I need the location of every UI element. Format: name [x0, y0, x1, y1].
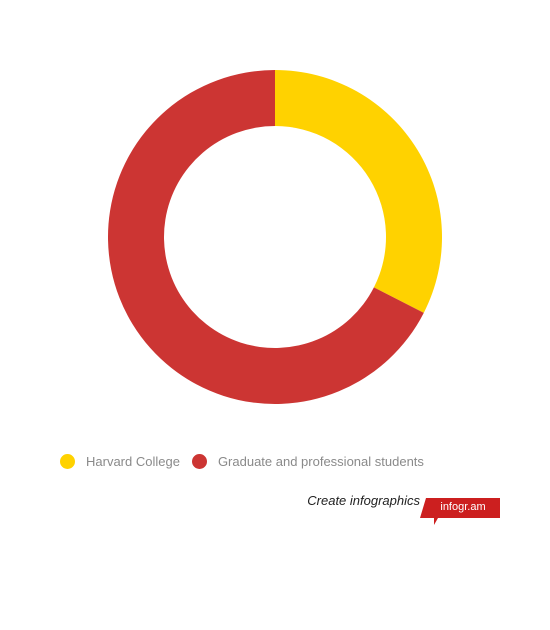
legend-swatch-graduate-professional — [191, 454, 207, 469]
infogram-badge-label: infogr.am — [440, 501, 486, 513]
donut-slice-harvard-college[interactable] — [275, 70, 443, 313]
create-infographics-link[interactable]: Create infographics — [307, 493, 420, 508]
legend-label-graduate-professional: Graduate and professional students — [217, 454, 424, 469]
infogram-credit: Create infographics infogr.am — [0, 492, 500, 528]
legend-item-graduate-professional[interactable]: Graduate and professional students — [191, 454, 424, 469]
legend: Harvard College Graduate and professiona… — [60, 454, 436, 469]
legend-swatch-harvard-college — [60, 454, 75, 469]
infogram-badge-shape — [420, 498, 500, 525]
infogram-badge[interactable]: infogr.am — [420, 498, 500, 526]
donut-chart — [108, 70, 443, 404]
legend-label-harvard-college: Harvard College — [86, 454, 180, 469]
legend-item-harvard-college[interactable]: Harvard College — [60, 454, 180, 469]
donut-slice-graduate-and-professional-students[interactable] — [108, 70, 424, 404]
